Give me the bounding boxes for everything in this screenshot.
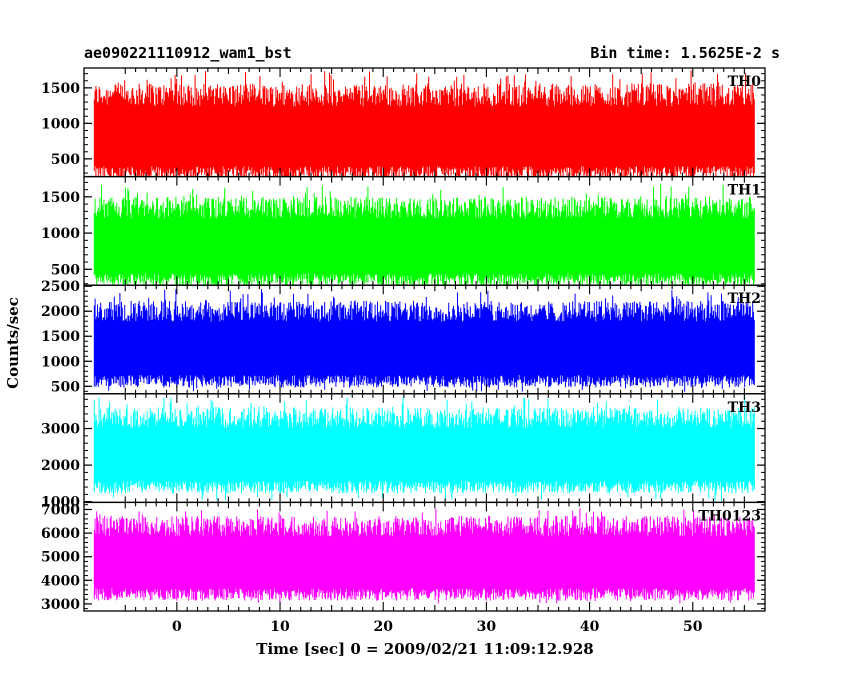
y-tick-label: 7000 xyxy=(41,502,80,518)
y-tick-label: 6000 xyxy=(41,526,80,542)
y-axis-label: Counts/sec xyxy=(4,297,22,389)
plot-title: ae090221110912_wam1_bst xyxy=(84,44,292,62)
y-tick-label: 3000 xyxy=(41,597,80,613)
y-tick-label: 1000 xyxy=(41,354,80,370)
y-tick-label: 1500 xyxy=(41,329,80,345)
x-tick-label: 40 xyxy=(580,619,600,635)
y-tick-label: 500 xyxy=(51,379,80,395)
y-tick-label: 500 xyxy=(51,262,80,278)
y-tick-label: 1000 xyxy=(41,226,80,242)
light-curve-trace-th0123 xyxy=(93,508,755,604)
y-tick-label: 2000 xyxy=(41,304,80,320)
x-tick-label: 0 xyxy=(172,619,182,635)
light-curve-trace-th0 xyxy=(93,70,755,177)
bin-time-label: Bin time: 1.5625E-2 s xyxy=(590,44,780,62)
y-tick-label: 500 xyxy=(51,152,80,168)
x-tick-label: 30 xyxy=(477,619,497,635)
panel-label-th1: TH1 xyxy=(728,183,761,199)
y-tick-label: 5000 xyxy=(41,550,80,566)
panel-label-th0123: TH0123 xyxy=(698,508,761,524)
panel-label-th2: TH2 xyxy=(728,291,761,307)
x-tick-label: 20 xyxy=(373,619,393,635)
y-tick-label: 1500 xyxy=(41,190,80,206)
y-tick-label: 2500 xyxy=(41,279,80,295)
y-tick-label: 3000 xyxy=(41,422,80,438)
y-tick-label: 4000 xyxy=(41,573,80,589)
x-axis-label: Time [sec] 0 = 2009/02/21 11:09:12.928 xyxy=(256,640,594,658)
y-tick-label: 1500 xyxy=(41,81,80,97)
y-tick-label: 2000 xyxy=(41,458,80,474)
panel-label-th0: TH0 xyxy=(728,74,762,90)
x-tick-label: 50 xyxy=(683,619,703,635)
panel-label-th3: TH3 xyxy=(728,400,761,416)
light-curve-trace-th1 xyxy=(93,183,755,286)
x-tick-label: 10 xyxy=(270,619,290,635)
light-curve-trace-th2 xyxy=(93,289,755,392)
y-tick-label: 1000 xyxy=(41,116,80,132)
light-curve-trace-th3 xyxy=(93,397,755,502)
y-tick-label: 1000 xyxy=(41,495,80,511)
